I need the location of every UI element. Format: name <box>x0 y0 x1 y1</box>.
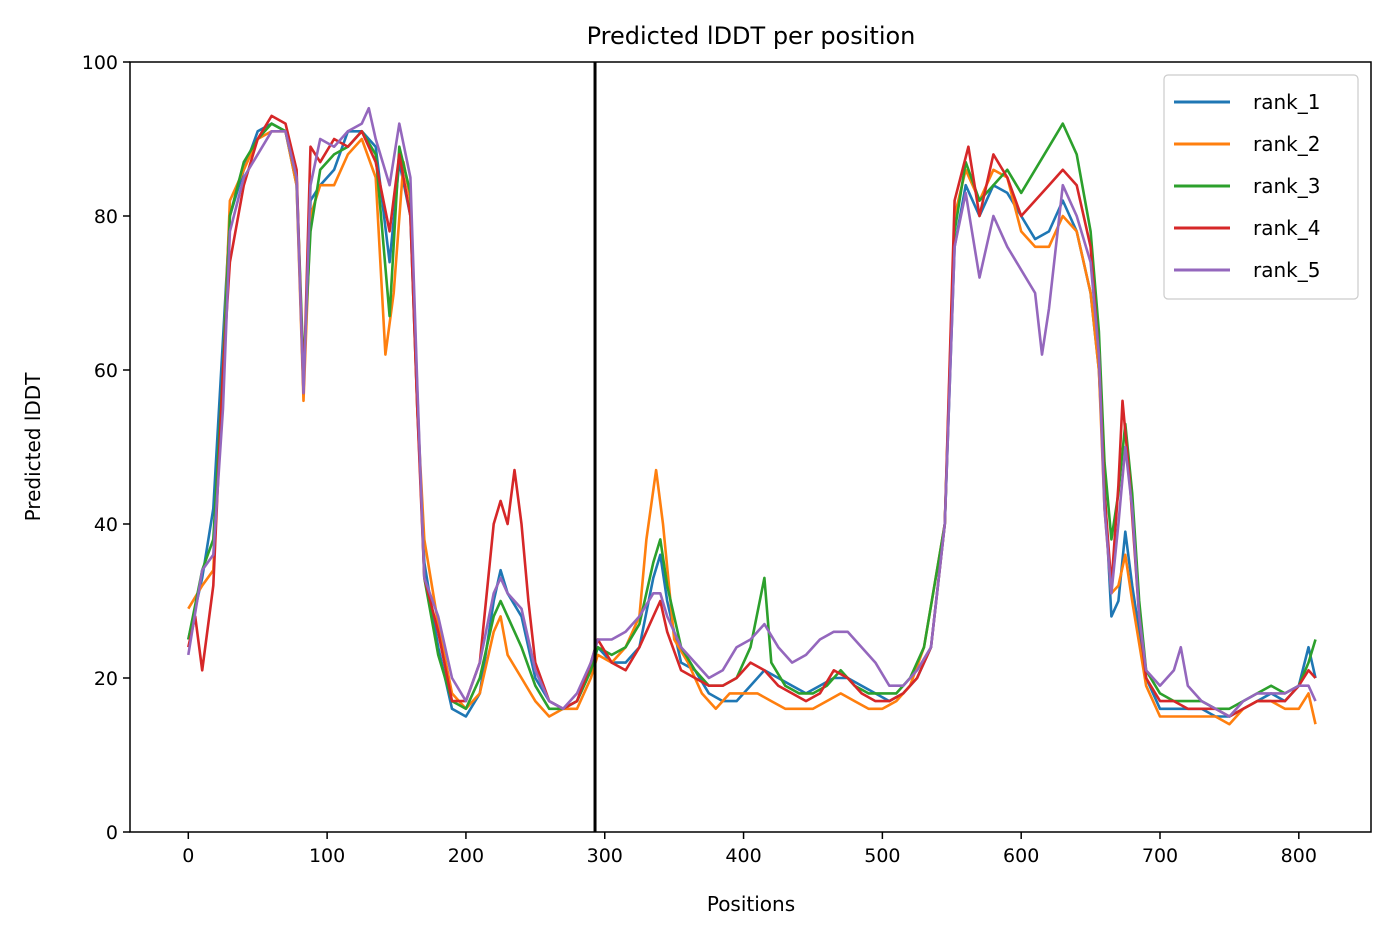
x-tick-label: 600 <box>1003 845 1039 867</box>
y-tick-label: 100 <box>82 52 118 74</box>
x-tick-label: 300 <box>587 845 623 867</box>
plot-frame <box>129 61 1372 833</box>
series-line-rank-5 <box>187 106 1317 718</box>
x-tick-label: 400 <box>725 845 761 867</box>
x-tick-label: 100 <box>309 845 345 867</box>
x-tick-label: 200 <box>448 845 484 867</box>
x-tick-label: 500 <box>864 845 900 867</box>
series-line-rank-4 <box>187 114 1317 718</box>
y-axis-title: Predicted lDDT <box>21 372 45 522</box>
legend-label-rank-1: rank_1 <box>1253 90 1320 114</box>
x-tick-label: 800 <box>1281 845 1317 867</box>
x-tick-label: 700 <box>1142 845 1178 867</box>
y-tick-label: 60 <box>94 360 118 382</box>
y-tick-label: 80 <box>94 206 118 228</box>
legend-label-rank-4: rank_4 <box>1253 216 1320 240</box>
y-tick-label: 0 <box>106 822 118 844</box>
y-axis: 0 20 40 60 80 100 <box>82 52 130 844</box>
chart-title: Predicted lDDT per position <box>587 22 916 50</box>
series-line-rank-2 <box>187 130 1317 726</box>
y-tick-label: 40 <box>94 514 118 536</box>
legend-label-rank-2: rank_2 <box>1253 132 1320 156</box>
series-layer <box>187 106 1317 726</box>
legend-label-rank-3: rank_3 <box>1253 174 1320 198</box>
x-axis: 0 100 200 300 400 500 600 700 800 <box>182 832 1317 867</box>
x-axis-title: Positions <box>707 892 795 916</box>
y-tick-label: 20 <box>94 668 118 690</box>
legend-label-rank-5: rank_5 <box>1253 258 1320 282</box>
legend: rank_1 rank_2 rank_3 rank_4 rank_5 <box>1163 74 1359 300</box>
x-tick-label: 0 <box>182 845 194 867</box>
legend-box <box>1163 74 1359 300</box>
